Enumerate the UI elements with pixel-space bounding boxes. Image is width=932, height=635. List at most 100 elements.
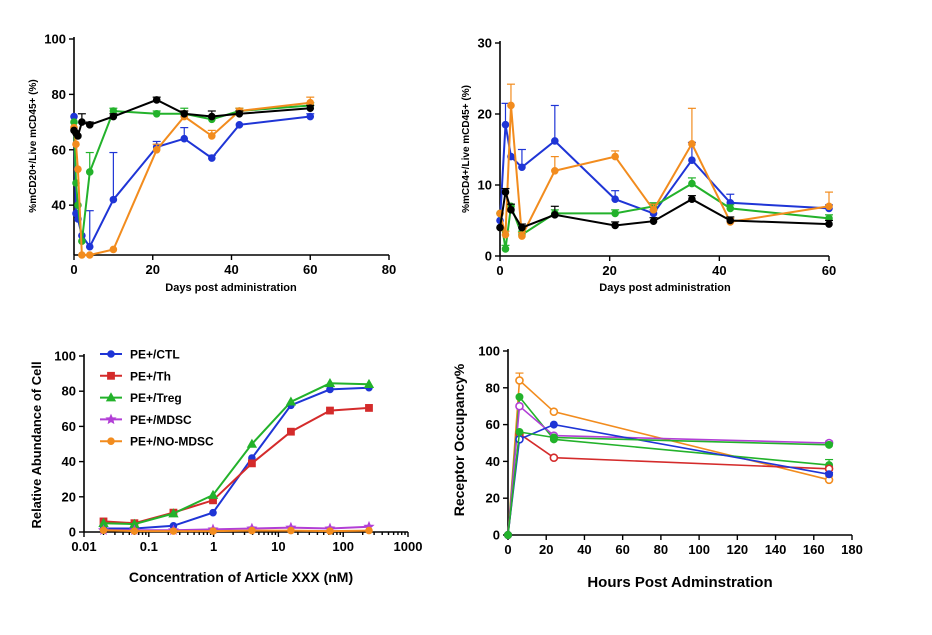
chart-abundance-data-point	[130, 527, 139, 535]
chart-cd4-data-point	[507, 206, 515, 214]
chart-cd20-data-point	[235, 109, 244, 118]
chart-cd20-ytick-label: 60	[52, 142, 66, 157]
chart-cd4-data-point	[551, 211, 559, 219]
chart-cd4-series-blue	[496, 102, 833, 225]
chart-abundance-data-point	[207, 489, 219, 499]
chart-abundance-data-point	[287, 427, 295, 436]
chart-abundance-xtick-label: 1	[210, 539, 217, 554]
chart-ro-xtick-label: 40	[577, 542, 591, 557]
chart-ro-ytick-label: 100	[478, 344, 500, 359]
chart-cd4-data-point	[688, 195, 696, 203]
chart-cd20-xtick-label: 60	[303, 262, 317, 277]
chart-cd4-data-point	[501, 245, 510, 253]
chart-cd4-data-point	[501, 120, 510, 129]
chart-cd4-ytick-label: 10	[478, 178, 492, 193]
chart-cd20-ytick-label: 40	[52, 198, 66, 213]
chart-ro-data-point	[549, 453, 559, 463]
chart-ro-data-point	[515, 401, 524, 411]
chart-cd20-series-line	[73, 101, 311, 256]
chart-cd4-data-point	[611, 209, 619, 218]
chart-cd4-series-line	[499, 191, 830, 229]
chart-abundance-ytick-label: 100	[54, 349, 76, 364]
chart-cd20-data-point	[72, 140, 80, 149]
chart-cd20-data-point	[208, 154, 216, 162]
chart-abundance-legend-label: PE+/MDSC	[130, 413, 192, 427]
chart-ro-series-line	[507, 404, 830, 536]
chart-abundance-legend-item: PE+/Treg	[100, 391, 182, 405]
chart-cd20-data-point	[235, 121, 244, 129]
chart-abundance-data-point	[326, 406, 334, 415]
chart-cd4-data-point	[611, 195, 619, 203]
chart-cd20-data-point	[85, 168, 94, 176]
chart-abundance-data-point	[326, 527, 334, 535]
chart-abundance-ylabel: Relative Abundance of Cell	[29, 361, 44, 528]
chart-cd20-series-blue	[70, 112, 315, 251]
chart-cd20-xtick-label: 80	[382, 262, 396, 277]
chart-ro-data-point	[825, 470, 834, 479]
chart-cd20-data-point	[109, 245, 118, 254]
chart-abundance-legend-item: PE+/NO-MDSC	[100, 435, 214, 449]
chart-cd4-data-point	[611, 152, 619, 161]
chart-cd4-xlabel: Days post administration	[599, 282, 731, 294]
chart-cd20-data-point	[109, 112, 118, 121]
chart-ro-ylabel: Receptor Occupancy%	[451, 363, 467, 516]
chart-cd4-data-point	[551, 167, 559, 175]
chart-cd4-series-line	[499, 105, 830, 240]
chart-ro-ytick-label: 80	[486, 380, 500, 395]
chart-cd4-ytick-label: 30	[478, 36, 492, 51]
chart-abundance-xtick-label: 1000	[394, 539, 423, 554]
chart-abundance-ytick-label: 20	[62, 489, 76, 504]
chart-cd20-days: Days post administration %mCD20+/Live mC…	[28, 32, 396, 295]
chart-abundance-legend-marker	[107, 437, 115, 446]
chart-abundance-legend-item: PE+/Th	[100, 369, 171, 383]
chart-ro-data-point	[504, 531, 512, 539]
chart-abundance-legend-label: PE+/NO-MDSC	[130, 435, 214, 449]
chart-cd20-data-point	[152, 96, 161, 104]
chart-cd4-data-point	[688, 156, 696, 164]
chart-cd4-xtick-label: 20	[602, 263, 616, 278]
chart-cd20-data-point	[85, 242, 94, 251]
chart-abundance-legend-label: PE+/Treg	[130, 391, 182, 405]
chart-cd20-data-point	[306, 104, 315, 113]
chart-cd20-series-black	[70, 96, 315, 140]
chart-cd4-xtick-label: 0	[496, 263, 503, 278]
chart-cd20-series-green	[70, 101, 315, 245]
chart-abundance-legend-marker	[105, 392, 117, 402]
chart-cd4-data-point	[551, 137, 559, 145]
chart-ro-xtick-label: 20	[539, 542, 553, 557]
chart-ro-data-point	[515, 376, 524, 385]
chart-cd20-xlabel: Days post administration	[165, 282, 297, 294]
chart-abundance-series-line	[103, 382, 370, 526]
chart-abundance-legend-item: PE+/MDSC	[100, 413, 192, 427]
chart-abundance-data-point	[168, 508, 179, 518]
chart-abundance-data-point	[248, 459, 256, 468]
chart-cd20-ylabel: %mCD20+/Live mCD45+ (%)	[28, 79, 39, 212]
chart-cd20-xtick-label: 40	[224, 262, 238, 277]
chart-abundance-data-point	[209, 527, 217, 535]
chart-ro-series-red	[504, 429, 834, 539]
chart-cd4-data-point	[688, 140, 696, 148]
chart-ro-data-point	[549, 407, 559, 417]
chart-ro-ytick-label: 40	[486, 454, 500, 469]
chart-cd4-xtick-label: 60	[822, 263, 836, 278]
chart-ro-xtick-label: 120	[726, 542, 748, 557]
chart-cd4-series-orange	[496, 83, 833, 240]
chart-cd4-series-line	[499, 124, 830, 221]
chart-abundance-data-point	[209, 508, 217, 517]
chart-cd20-data-point	[85, 121, 94, 129]
chart-ro-data-point	[549, 433, 558, 442]
chart-cd20-data-point	[74, 165, 82, 173]
chart-abundance-data-point	[99, 526, 108, 535]
chart-cd4-data-point	[649, 206, 658, 214]
chart-cd4-data-point	[518, 163, 526, 172]
chart-ro-xtick-label: 160	[803, 542, 825, 557]
chart-cd4-series-line	[499, 182, 830, 250]
chart-abundance-data-point	[169, 527, 178, 535]
chart-abundance-legend-label: PE+/CTL	[130, 348, 180, 362]
chart-cd4-data-point	[611, 221, 619, 230]
chart-cd4-data-point	[501, 230, 510, 239]
chart-abundance-legend-marker	[107, 350, 115, 358]
chart-abundance-xtick-label: 0.1	[140, 539, 158, 554]
chart-cd20-ytick-label: 80	[52, 87, 66, 102]
